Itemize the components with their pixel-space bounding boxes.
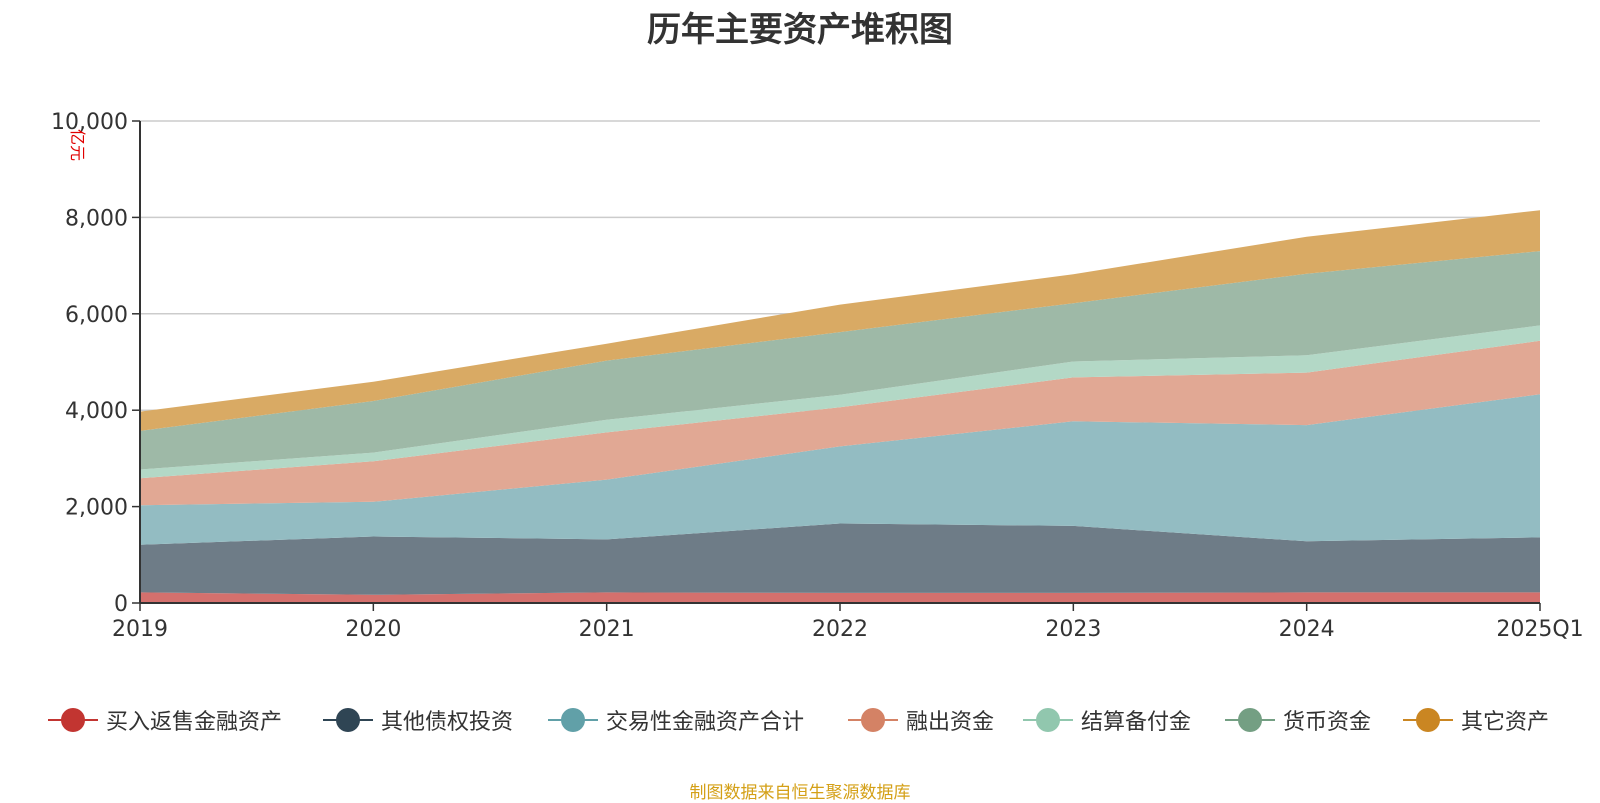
- legend-label: 结算备付金: [1081, 710, 1192, 735]
- stacked-area-chart: 0 2,000 4,000 6,000 8,000 10,000 2019 2020 2021 2…: [51, 110, 1584, 642]
- area-其他债权投资: [140, 523, 1540, 595]
- x-tick-label: 2020: [345, 617, 401, 642]
- x-tick-label: 2019: [112, 617, 168, 642]
- y-tick-label: 2,000: [65, 496, 128, 521]
- y-tick-label: 4,000: [65, 399, 128, 424]
- area-series: [140, 210, 1540, 603]
- legend-item[interactable]: 买入返售金融资产: [48, 700, 282, 740]
- area-货币资金: [140, 251, 1540, 470]
- legend-item[interactable]: 其他债权投资: [323, 700, 513, 740]
- legend-marker-icon: [323, 700, 373, 740]
- legend-marker-icon: [1023, 700, 1073, 740]
- area-结算备付金: [140, 325, 1540, 479]
- chart-title: 历年主要资产堆积图: [647, 10, 953, 50]
- area-买入返售金融资产: [140, 592, 1540, 603]
- axes: 0 2,000 4,000 6,000 8,000 10,000 2019 2020 2021 2…: [51, 110, 1584, 642]
- legend-marker-icon: [1225, 700, 1275, 740]
- area-融出资金: [140, 340, 1540, 506]
- source-note: 制图数据来自恒生聚源数据库: [689, 783, 911, 803]
- x-tick-label: 2022: [812, 617, 868, 642]
- x-tick-label: 2025Q1: [1496, 617, 1583, 642]
- x-tick-label: 2023: [1045, 617, 1101, 642]
- area-交易性金融资产合计: [140, 394, 1540, 545]
- legend-label: 其他债权投资: [381, 710, 514, 735]
- legend-label: 融出资金: [906, 710, 995, 735]
- legend-marker-icon: [48, 700, 98, 740]
- legend: 买入返售金融资产 其他债权投资 交易性金融资产合计 融出资金 结算备付金 货币资金 其它资产: [0, 700, 1600, 740]
- x-tick-label: 2024: [1279, 617, 1335, 642]
- legend-marker-icon: [1403, 700, 1453, 740]
- y-axis-unit-label: 亿元: [68, 129, 87, 161]
- legend-label: 买入返售金融资产: [106, 710, 283, 735]
- y-tick-label: 10,000: [51, 110, 128, 135]
- legend-item[interactable]: 融出资金: [848, 700, 994, 740]
- legend-item[interactable]: 货币资金: [1225, 700, 1371, 740]
- y-tick-label: 8,000: [65, 206, 128, 231]
- legend-item[interactable]: 交易性金融资产合计: [548, 700, 804, 740]
- y-tick-label: 0: [114, 592, 128, 617]
- legend-label: 交易性金融资产合计: [606, 710, 805, 735]
- y-tick-label: 6,000: [65, 303, 128, 328]
- legend-item[interactable]: 结算备付金: [1023, 700, 1191, 740]
- legend-marker-icon: [848, 700, 898, 740]
- x-tick-label: 2021: [579, 617, 635, 642]
- legend-item[interactable]: 其它资产: [1403, 700, 1549, 740]
- legend-label: 货币资金: [1283, 710, 1372, 735]
- legend-marker-icon: [548, 700, 598, 740]
- area-其它资产: [140, 210, 1540, 431]
- legend-label: 其它资产: [1461, 710, 1550, 735]
